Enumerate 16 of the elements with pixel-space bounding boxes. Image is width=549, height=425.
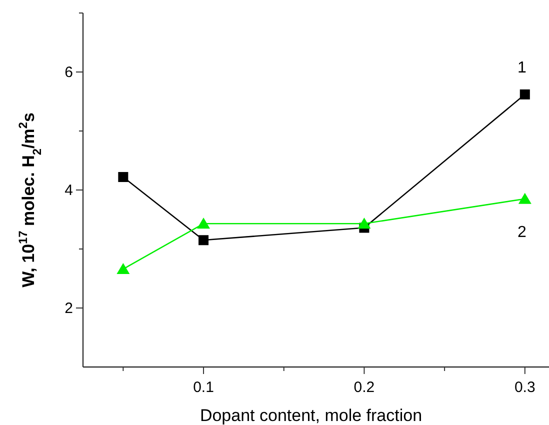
x-tick-label: 0.2 — [354, 379, 375, 396]
x-tick-label: 0.3 — [514, 379, 536, 396]
y-tick-label: 6 — [64, 64, 73, 81]
point — [358, 218, 371, 229]
point — [518, 192, 532, 204]
x-tick-label: 0.1 — [193, 379, 214, 396]
point — [197, 218, 210, 229]
series-label: 1 — [517, 59, 526, 76]
point — [116, 263, 130, 274]
y-tick-label: 4 — [64, 182, 73, 199]
point — [118, 172, 128, 182]
point — [198, 235, 209, 246]
y-tick-label: 2 — [64, 300, 73, 317]
series-label: 2 — [517, 224, 526, 241]
point — [520, 89, 530, 100]
x-axis-title: Dopant content, mole fraction — [200, 406, 422, 425]
